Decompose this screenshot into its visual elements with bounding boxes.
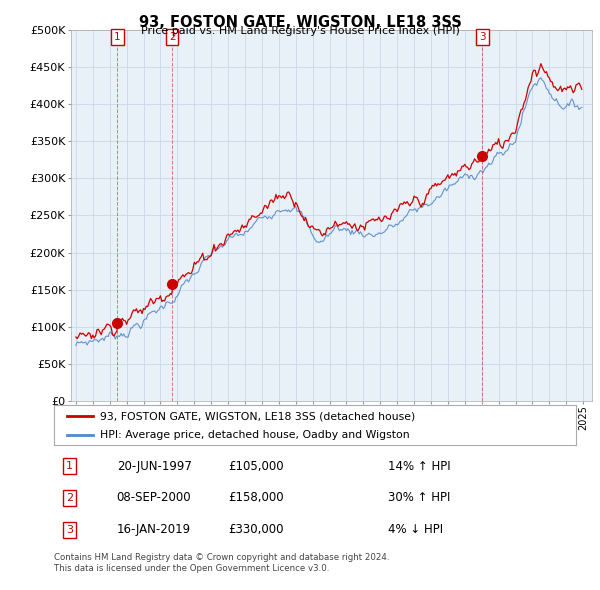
Text: 16-JAN-2019: 16-JAN-2019 bbox=[116, 523, 191, 536]
Text: 93, FOSTON GATE, WIGSTON, LE18 3SS (detached house): 93, FOSTON GATE, WIGSTON, LE18 3SS (deta… bbox=[100, 411, 415, 421]
Text: 1: 1 bbox=[66, 461, 73, 471]
Text: £158,000: £158,000 bbox=[228, 491, 284, 504]
Text: 3: 3 bbox=[479, 32, 485, 42]
Text: Price paid vs. HM Land Registry's House Price Index (HPI): Price paid vs. HM Land Registry's House … bbox=[140, 26, 460, 36]
Text: HPI: Average price, detached house, Oadby and Wigston: HPI: Average price, detached house, Oadb… bbox=[100, 430, 410, 440]
Text: This data is licensed under the Open Government Licence v3.0.: This data is licensed under the Open Gov… bbox=[54, 564, 329, 573]
Text: 3: 3 bbox=[66, 525, 73, 535]
Text: 93, FOSTON GATE, WIGSTON, LE18 3SS: 93, FOSTON GATE, WIGSTON, LE18 3SS bbox=[139, 15, 461, 30]
Text: 14% ↑ HPI: 14% ↑ HPI bbox=[388, 460, 451, 473]
Text: £330,000: £330,000 bbox=[228, 523, 284, 536]
Text: £105,000: £105,000 bbox=[228, 460, 284, 473]
Text: 08-SEP-2000: 08-SEP-2000 bbox=[116, 491, 191, 504]
Text: 30% ↑ HPI: 30% ↑ HPI bbox=[388, 491, 451, 504]
Text: 1: 1 bbox=[114, 32, 121, 42]
Text: 4% ↓ HPI: 4% ↓ HPI bbox=[388, 523, 443, 536]
Text: 20-JUN-1997: 20-JUN-1997 bbox=[116, 460, 191, 473]
Text: 2: 2 bbox=[169, 32, 175, 42]
Text: Contains HM Land Registry data © Crown copyright and database right 2024.: Contains HM Land Registry data © Crown c… bbox=[54, 553, 389, 562]
Text: 2: 2 bbox=[66, 493, 73, 503]
